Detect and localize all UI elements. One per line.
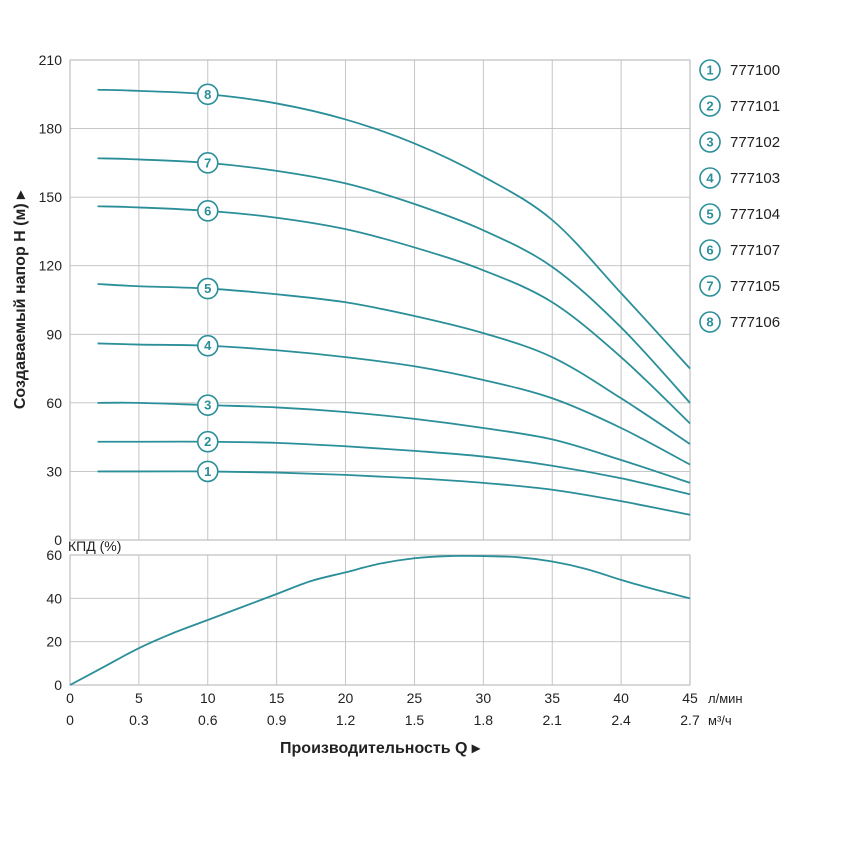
x-tick-m3h: 2.4 (611, 712, 631, 728)
legend-label: 777102 (730, 134, 780, 151)
x-tick-lmin: 45 (682, 690, 698, 706)
svg-text:3: 3 (706, 135, 713, 150)
svg-text:1: 1 (204, 464, 211, 479)
svg-text:7: 7 (204, 155, 211, 170)
curve-badge-6: 6 (198, 201, 218, 221)
x-axis: 0 0 5 0.3 10 0.6 15 0.9 20 1.2 25 1.5 30 1.8 35 2.1 40 2.… (66, 690, 742, 728)
svg-text:5: 5 (204, 281, 211, 296)
svg-text:2: 2 (204, 434, 211, 449)
legend-label: 777103 (730, 170, 780, 187)
svg-text:4: 4 (204, 338, 212, 353)
pump-performance-chart: 030609012015018021012345678Создаваемый н… (0, 0, 850, 850)
kpd-plot: 0 20 40 60 (46, 547, 690, 693)
legend-label: 777100 (730, 62, 780, 79)
svg-text:7: 7 (706, 279, 713, 294)
main-plot: 0 30 60 90 120 150 180 210 1 2 3 4 5 6 7 8 (39, 52, 690, 548)
x-tick-lmin: 25 (407, 690, 423, 706)
curve-7 (98, 158, 690, 403)
x-tick-lmin: 35 (544, 690, 560, 706)
kpd-y-tick: 40 (46, 590, 62, 606)
svg-text:5: 5 (706, 207, 713, 222)
curve-badge-4: 4 (198, 336, 218, 356)
y-tick-label: 120 (39, 258, 63, 274)
y-tick-label: 180 (39, 121, 63, 137)
svg-text:8: 8 (204, 87, 211, 102)
x-tick-lmin: 40 (613, 690, 629, 706)
svg-text:6: 6 (706, 243, 713, 258)
x-tick-m3h: 0.6 (198, 712, 218, 728)
x-tick-lmin: 20 (338, 690, 354, 706)
x-unit-m3h: м³/ч (708, 713, 732, 728)
curve-2 (98, 442, 690, 495)
y-tick-label: 150 (39, 189, 63, 205)
svg-text:1: 1 (706, 63, 713, 78)
x-tick-m3h: 0 (66, 712, 74, 728)
x-tick-m3h: 2.7 (680, 712, 700, 728)
curve-badge-2: 2 (198, 432, 218, 452)
svg-text:8: 8 (706, 315, 713, 330)
y-tick-label: 210 (39, 52, 63, 68)
legend-label: 777104 (730, 206, 780, 223)
legend-item-3: 3 777102 (700, 132, 780, 152)
kpd-title: КПД (%) (68, 538, 121, 554)
legend-item-5: 5 777104 (700, 204, 780, 224)
kpd-y-tick: 60 (46, 547, 62, 563)
legend-item-4: 4 777103 (700, 168, 780, 188)
x-axis-label: Производительность Q ▸ (280, 740, 481, 757)
y-axis-label-main: Создаваемый напор H (м) ▸ (12, 190, 29, 409)
legend-item-1: 1 777100 (700, 60, 780, 80)
x-tick-m3h: 1.2 (336, 712, 356, 728)
x-tick-m3h: 0.9 (267, 712, 287, 728)
y-tick-label: 90 (46, 326, 62, 342)
legend-item-7: 7 777105 (700, 276, 780, 296)
curve-badge-8: 8 (198, 84, 218, 104)
legend-item-8: 8 777106 (700, 312, 780, 332)
kpd-y-tick: 0 (54, 677, 62, 693)
svg-text:4: 4 (706, 171, 714, 186)
svg-text:6: 6 (204, 203, 211, 218)
curve-badge-7: 7 (198, 153, 218, 173)
y-tick-label: 60 (46, 395, 62, 411)
curve-6 (98, 206, 690, 423)
y-tick-label: 0 (54, 532, 62, 548)
x-tick-lmin: 10 (200, 690, 216, 706)
legend-item-6: 6 777107 (700, 240, 780, 260)
x-tick-m3h: 1.5 (405, 712, 425, 728)
x-tick-lmin: 30 (476, 690, 492, 706)
x-tick-m3h: 1.8 (474, 712, 494, 728)
y-tick-label: 30 (46, 463, 62, 479)
x-tick-m3h: 2.1 (542, 712, 562, 728)
svg-text:2: 2 (706, 99, 713, 114)
curve-badge-5: 5 (198, 279, 218, 299)
legend-item-2: 2 777101 (700, 96, 780, 116)
x-unit-lmin: л/мин (708, 691, 743, 706)
kpd-y-tick: 20 (46, 634, 62, 650)
curve-8 (98, 90, 690, 369)
svg-text:3: 3 (204, 398, 211, 413)
x-tick-lmin: 0 (66, 690, 74, 706)
x-tick-lmin: 15 (269, 690, 285, 706)
x-tick-m3h: 0.3 (129, 712, 149, 728)
legend-label: 777106 (730, 314, 780, 331)
legend: 1 777100 2 777101 3 777102 4 777103 5 777104 6 7771… (700, 60, 780, 332)
curve-1 (98, 471, 690, 515)
legend-label: 777107 (730, 242, 780, 259)
curve-badge-3: 3 (198, 395, 218, 415)
legend-label: 777105 (730, 278, 780, 295)
x-tick-lmin: 5 (135, 690, 143, 706)
curve-badge-1: 1 (198, 461, 218, 481)
kpd-curve (70, 556, 690, 685)
legend-label: 777101 (730, 98, 780, 115)
